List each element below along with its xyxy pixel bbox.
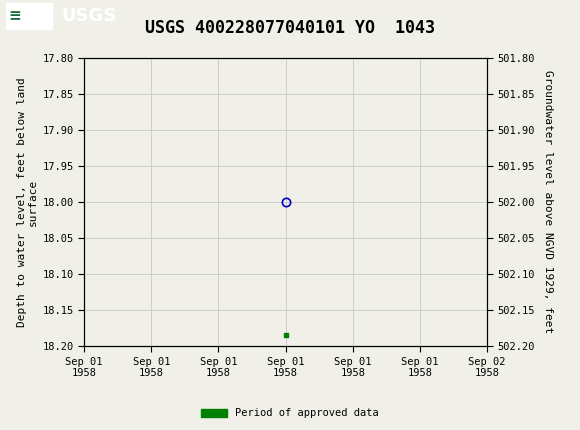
Legend: Period of approved data: Period of approved data <box>197 404 383 423</box>
Y-axis label: Depth to water level, feet below land
surface: Depth to water level, feet below land su… <box>17 77 38 327</box>
Text: USGS 400228077040101 YO  1043: USGS 400228077040101 YO 1043 <box>145 18 435 37</box>
FancyBboxPatch shape <box>6 3 52 29</box>
Y-axis label: Groundwater level above NGVD 1929, feet: Groundwater level above NGVD 1929, feet <box>543 71 553 334</box>
Text: USGS: USGS <box>61 7 116 25</box>
Text: ≡: ≡ <box>8 9 21 24</box>
